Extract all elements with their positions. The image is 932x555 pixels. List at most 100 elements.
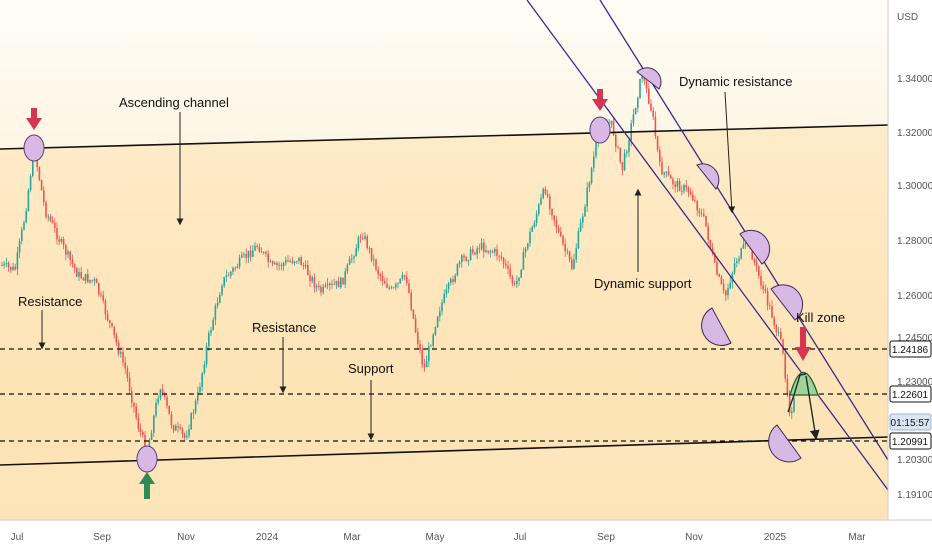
candle	[428, 342, 430, 368]
candle-body	[588, 183, 591, 188]
candle-body	[1, 265, 3, 266]
candle-body	[14, 266, 16, 270]
candle	[14, 263, 16, 271]
candle	[76, 266, 78, 277]
candle-body	[665, 171, 668, 173]
candle	[16, 246, 19, 276]
candle	[496, 244, 498, 261]
candle	[718, 273, 720, 278]
candle-body	[465, 257, 467, 261]
candle-body	[183, 433, 186, 438]
candle	[560, 226, 562, 238]
candle	[192, 408, 195, 420]
candle-body	[687, 187, 690, 193]
candle-body	[269, 261, 272, 263]
candle-body	[441, 302, 443, 312]
candle	[672, 176, 674, 190]
candle	[740, 247, 742, 260]
candle	[80, 266, 82, 280]
candle-body	[729, 282, 731, 289]
candle	[56, 222, 58, 245]
candle	[654, 111, 657, 140]
candle-body	[25, 210, 27, 223]
candle-body	[764, 289, 767, 291]
candle-body	[91, 279, 93, 281]
candle	[698, 208, 701, 217]
candle	[197, 386, 199, 405]
candle-body	[197, 392, 199, 401]
candle-body	[243, 254, 245, 256]
candle	[263, 251, 265, 255]
candle-body	[645, 80, 648, 89]
candle-body	[60, 239, 63, 242]
candle	[18, 238, 21, 258]
candle	[236, 263, 239, 269]
candle	[362, 232, 364, 241]
candle	[674, 181, 676, 193]
candle-body	[738, 258, 740, 262]
candle	[456, 263, 459, 277]
candle-body	[232, 267, 234, 272]
candle	[203, 360, 206, 375]
candle	[177, 421, 179, 433]
candle-body	[335, 280, 338, 285]
touch-dynres-2	[696, 163, 720, 190]
candle	[791, 407, 793, 419]
touch-marker-jul	[23, 134, 45, 162]
red-arrow-jul	[26, 108, 42, 130]
price-tag-label: 01:15:57	[891, 418, 930, 429]
y-ticks: 1.34000 1.32000 1.30000 1.28000 1.26000 1.245…	[897, 74, 932, 501]
candle-body	[670, 175, 672, 179]
candle	[320, 284, 322, 297]
candle	[417, 327, 419, 350]
candle-body	[340, 277, 342, 288]
candle	[346, 263, 349, 275]
candle-body	[663, 172, 665, 175]
candle	[65, 243, 67, 261]
candle	[703, 208, 705, 218]
y-tick-label: 1.30000	[897, 181, 932, 192]
candle-body	[661, 161, 663, 175]
candle	[175, 423, 177, 431]
candle-body	[245, 254, 247, 258]
candle-body	[489, 251, 492, 253]
candle	[430, 344, 432, 347]
candle	[252, 245, 254, 258]
candle	[522, 247, 525, 270]
candle-body	[95, 279, 98, 283]
candle	[507, 261, 509, 275]
candle-body	[348, 258, 351, 265]
candle	[73, 263, 76, 274]
candle-body	[498, 255, 500, 257]
candle-body	[610, 120, 613, 125]
candle-body	[685, 185, 687, 188]
candle	[564, 238, 566, 257]
candle-body	[678, 181, 681, 191]
candle	[23, 220, 25, 231]
candle	[568, 250, 571, 263]
candle-body	[54, 223, 56, 228]
price-tag: 1.22601	[889, 385, 932, 403]
candle-body	[593, 156, 595, 169]
price-tag-label: 1.22601	[892, 390, 929, 401]
candle-body	[694, 200, 696, 202]
candle	[516, 275, 518, 289]
candle	[474, 251, 476, 256]
y-tick-label: 1.23000	[897, 377, 932, 388]
candle	[190, 412, 192, 430]
candle-body	[425, 361, 428, 368]
x-tick-label: Mar	[343, 532, 361, 543]
candle-body	[320, 286, 322, 293]
candle-body	[626, 151, 628, 153]
candle	[1, 261, 3, 267]
candle	[637, 96, 639, 113]
candle	[199, 382, 201, 394]
candle-body	[65, 245, 67, 255]
candle	[210, 326, 212, 337]
candle-body	[172, 425, 175, 431]
candle-body	[62, 239, 65, 246]
candle	[122, 346, 124, 367]
candle	[538, 202, 540, 217]
candle-body	[533, 223, 536, 227]
candle-body	[491, 251, 494, 253]
